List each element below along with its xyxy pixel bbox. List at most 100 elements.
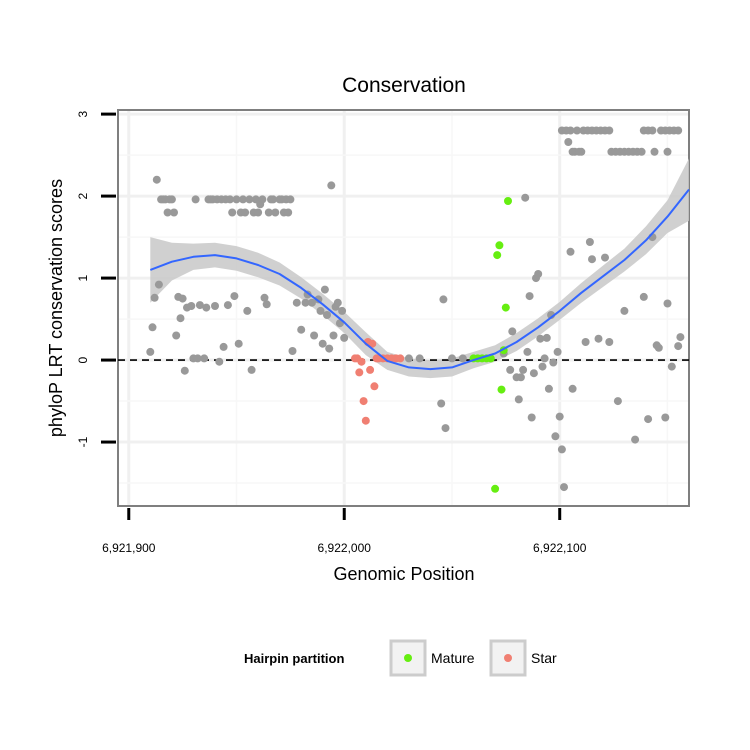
point-other — [154, 280, 163, 289]
point-other — [523, 347, 532, 356]
point-other — [262, 300, 271, 309]
legend: Hairpin partition Mature Star — [244, 639, 557, 677]
point-mature — [493, 251, 502, 260]
point-other — [521, 193, 530, 202]
point-other — [215, 357, 224, 366]
scatter-points — [146, 126, 685, 493]
point-other — [163, 208, 172, 217]
point-other — [508, 327, 517, 336]
legend-swatch-star — [504, 654, 512, 662]
point-other — [654, 343, 663, 352]
point-other — [519, 365, 528, 374]
point-other — [187, 302, 196, 310]
point-other — [148, 323, 157, 332]
point-other — [516, 373, 525, 382]
point-other — [594, 334, 603, 343]
point-other — [674, 126, 683, 135]
point-other — [441, 424, 450, 433]
point-other — [663, 147, 672, 156]
point-other — [644, 415, 653, 424]
point-other — [542, 333, 551, 342]
legend-title: Hairpin partition — [244, 651, 344, 666]
point-other — [529, 369, 538, 378]
point-other — [458, 354, 467, 363]
x-axis: 6,921,900 6,922,000 6,922,100 — [102, 508, 587, 555]
legend-item-mature: Mature — [389, 639, 475, 677]
point-other — [568, 147, 577, 156]
point-star — [368, 339, 377, 348]
y-tick-label: 3 — [76, 110, 90, 117]
point-other — [534, 270, 543, 278]
point-other — [338, 306, 347, 315]
point-other — [254, 208, 263, 217]
point-other — [404, 354, 413, 363]
point-other — [674, 342, 683, 351]
point-other — [448, 354, 456, 363]
point-other — [538, 362, 547, 371]
point-other — [323, 311, 331, 319]
legend-swatch-mature — [404, 654, 412, 662]
point-other — [292, 298, 301, 307]
y-tick-label: 2 — [76, 192, 90, 199]
point-other — [195, 301, 204, 310]
point-other — [180, 366, 189, 375]
smooth-line — [149, 188, 690, 371]
point-other — [211, 302, 219, 310]
point-other — [581, 338, 590, 346]
y-tick-label: 1 — [76, 274, 90, 281]
x-tick-label: 6,922,100 — [533, 541, 587, 555]
point-other — [247, 365, 256, 374]
point-other — [239, 195, 247, 204]
point-other — [575, 147, 584, 156]
point-star — [359, 397, 368, 406]
point-other — [620, 306, 629, 315]
point-other — [245, 195, 254, 204]
point-other — [318, 339, 327, 348]
point-other — [301, 298, 310, 307]
point-other — [544, 384, 553, 393]
point-other — [150, 293, 159, 302]
point-other — [566, 126, 575, 135]
point-other — [525, 292, 534, 301]
point-other — [152, 175, 161, 184]
x-axis-title: Genomic Position — [333, 564, 474, 584]
point-other — [437, 399, 446, 408]
point-other — [234, 339, 243, 348]
point-other — [415, 354, 424, 363]
point-mature — [497, 385, 506, 394]
point-other — [549, 358, 558, 367]
point-other — [637, 147, 646, 156]
x-tick-label: 6,922,000 — [318, 541, 372, 555]
point-other — [243, 306, 252, 315]
point-other — [661, 413, 670, 422]
point-other — [325, 344, 334, 353]
point-other — [540, 354, 549, 363]
confidence-band — [150, 158, 690, 379]
point-mature — [504, 197, 512, 205]
point-other — [200, 354, 209, 363]
point-other — [297, 325, 306, 334]
point-other — [202, 303, 211, 312]
point-other — [258, 195, 267, 204]
point-star — [361, 416, 370, 425]
point-other — [555, 412, 564, 421]
y-axis-title: phyloP LRT conservation scores — [46, 179, 66, 437]
point-other — [260, 293, 269, 302]
legend-label-mature: Mature — [431, 650, 475, 666]
point-other — [316, 306, 325, 315]
point-other — [230, 292, 239, 301]
point-other — [269, 195, 278, 204]
point-other — [573, 126, 581, 135]
point-other — [605, 338, 614, 346]
point-other — [514, 395, 523, 404]
point-mature — [495, 241, 504, 250]
point-other — [340, 333, 349, 342]
point-other — [193, 354, 202, 363]
point-other — [178, 294, 187, 303]
point-other — [568, 384, 577, 393]
point-other — [613, 397, 622, 406]
point-other — [226, 195, 234, 204]
point-other — [663, 299, 672, 308]
point-other — [560, 483, 568, 492]
point-other — [585, 238, 594, 246]
